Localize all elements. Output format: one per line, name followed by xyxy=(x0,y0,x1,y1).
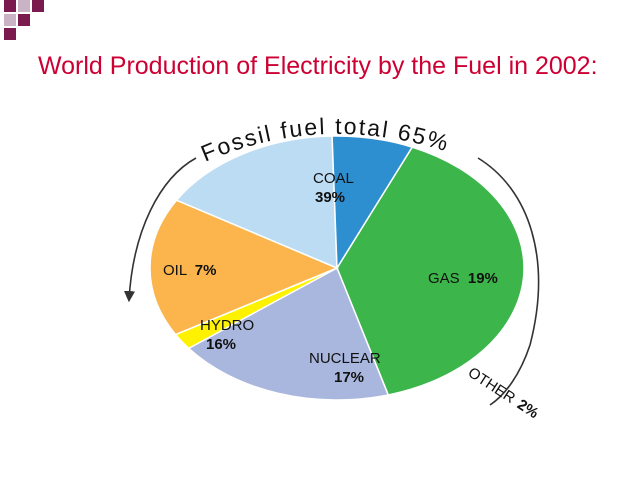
slide-title: World Production of Electricity by the F… xyxy=(38,52,598,80)
label-hydro: HYDRO xyxy=(200,317,254,334)
label-gas: GAS 19% xyxy=(428,270,498,287)
fossil-bracket-left-arrow xyxy=(123,157,197,303)
pie-slice-gas xyxy=(187,266,390,401)
label-coal: COAL xyxy=(313,170,354,187)
corner-square-5 xyxy=(18,14,30,26)
pie-slices xyxy=(149,135,525,401)
value-coal: 39% xyxy=(315,189,345,206)
fossil-bracket-right-arc xyxy=(477,157,540,406)
label-gas-name: GAS xyxy=(428,270,460,287)
pie-slice-nuclear xyxy=(149,199,339,336)
corner-square-4 xyxy=(4,14,16,26)
pie-slice-oil xyxy=(331,135,414,271)
label-other: OTHER 2% xyxy=(465,364,542,422)
corner-square-3 xyxy=(32,0,44,12)
label-oil: OIL 7% xyxy=(163,262,216,279)
label-nuclear: NUCLEAR xyxy=(309,350,381,367)
corner-square-1 xyxy=(4,0,16,12)
corner-square-6 xyxy=(4,28,16,40)
pie-slice-coal xyxy=(336,146,525,396)
value-other: 2% xyxy=(514,396,541,422)
value-hydro: 16% xyxy=(206,336,236,353)
corner-square-2 xyxy=(18,0,30,12)
value-oil: 7% xyxy=(195,262,217,279)
pie-slice-hydro xyxy=(175,135,338,270)
value-gas: 19% xyxy=(468,270,498,287)
label-oil-name: OIL xyxy=(163,262,187,279)
value-nuclear: 17% xyxy=(334,369,364,386)
